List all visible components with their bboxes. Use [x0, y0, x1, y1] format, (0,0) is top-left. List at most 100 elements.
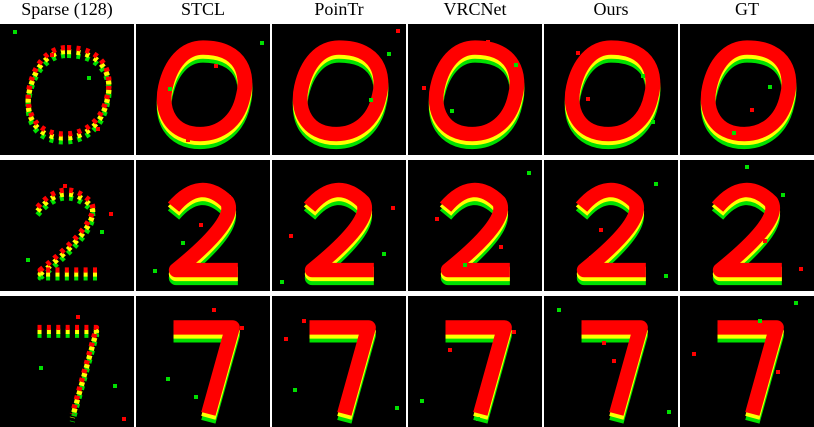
panel-background: [136, 296, 270, 427]
stray-point: [586, 97, 590, 101]
stray-point: [745, 165, 749, 169]
stray-point: [109, 212, 113, 216]
stray-point: [260, 41, 264, 45]
panel: [136, 160, 270, 291]
digit: [564, 40, 661, 150]
digit-stroke: [173, 320, 240, 416]
stray-point: [599, 228, 603, 232]
stray-point: [763, 239, 767, 243]
stray-point: [463, 263, 467, 267]
stray-point: [378, 75, 382, 79]
digit-stroke: [717, 320, 784, 416]
stray-point: [113, 384, 117, 388]
stray-point: [396, 29, 400, 33]
panel: [408, 24, 542, 155]
stray-point: [794, 301, 798, 305]
stray-point: [557, 308, 561, 312]
stray-point: [382, 252, 386, 256]
panel: [272, 160, 406, 291]
digit-stroke: [37, 328, 100, 419]
stray-point: [776, 370, 780, 374]
panel-background: [272, 296, 406, 427]
stray-point: [153, 269, 157, 273]
stray-point: [499, 245, 503, 249]
stray-point: [768, 85, 772, 89]
stray-point: [181, 241, 185, 245]
digit: [37, 324, 100, 423]
digit: [581, 320, 648, 424]
digit-stroke: [711, 182, 782, 278]
stray-point: [450, 109, 454, 113]
column-header: PoinTr: [314, 0, 363, 19]
stray-point: [387, 52, 391, 56]
column-header: GT: [735, 0, 759, 19]
stray-point: [96, 127, 100, 131]
digit-stroke: [292, 40, 389, 142]
digit-stroke: [581, 320, 648, 416]
digit-stroke: [35, 191, 102, 277]
digit: [700, 40, 797, 150]
stray-point: [667, 410, 671, 414]
panel-background: [544, 296, 678, 427]
panel: [272, 24, 406, 155]
digit: [445, 320, 512, 424]
stray-point: [476, 417, 480, 421]
digit-stroke: [309, 320, 376, 416]
panel: [408, 160, 542, 291]
digit: [309, 320, 376, 424]
digit-stroke: [35, 187, 102, 273]
panel: [0, 24, 134, 155]
panel: [680, 296, 814, 427]
digit: [167, 182, 238, 286]
stray-point: [612, 359, 616, 363]
stray-point: [799, 267, 803, 271]
column-header: VRCNet: [444, 0, 507, 19]
stray-point: [786, 62, 790, 66]
digit-stroke: [439, 182, 510, 278]
stray-point: [664, 274, 668, 278]
stray-point: [448, 348, 452, 352]
panel: [544, 24, 678, 155]
panel: [544, 160, 678, 291]
stray-point: [422, 86, 426, 90]
stray-point: [166, 377, 170, 381]
stray-point: [284, 337, 288, 341]
stray-point: [435, 217, 439, 221]
digit: [711, 182, 782, 286]
stray-point: [26, 258, 30, 262]
stray-point: [654, 182, 658, 186]
panel: [680, 24, 814, 155]
stray-point: [395, 406, 399, 410]
panel: [408, 296, 542, 427]
digit-stroke: [167, 182, 238, 278]
digit: [173, 320, 240, 424]
stray-point: [750, 108, 754, 112]
column-header: Ours: [594, 0, 629, 19]
stray-point: [212, 308, 216, 312]
stray-point: [302, 319, 306, 323]
stray-point: [63, 184, 67, 188]
panel: [136, 296, 270, 427]
panel-background: [0, 296, 134, 427]
stray-point: [602, 341, 606, 345]
stray-point: [781, 193, 785, 197]
digit-stroke: [564, 40, 661, 142]
digit-stroke: [445, 320, 512, 416]
stray-point: [199, 223, 203, 227]
panel: [0, 160, 134, 291]
panel: [680, 160, 814, 291]
digit: [35, 187, 102, 281]
stray-point: [293, 388, 297, 392]
digit-stroke: [700, 40, 797, 142]
stray-point: [514, 63, 518, 67]
panel-background: [680, 296, 814, 427]
stray-point: [758, 319, 762, 323]
digit: [717, 320, 784, 424]
digit-stroke: [575, 182, 646, 278]
panel: [136, 24, 270, 155]
stray-point: [122, 417, 126, 421]
panel: [544, 296, 678, 427]
digit-stroke: [156, 40, 253, 142]
panel-background: [408, 296, 542, 427]
